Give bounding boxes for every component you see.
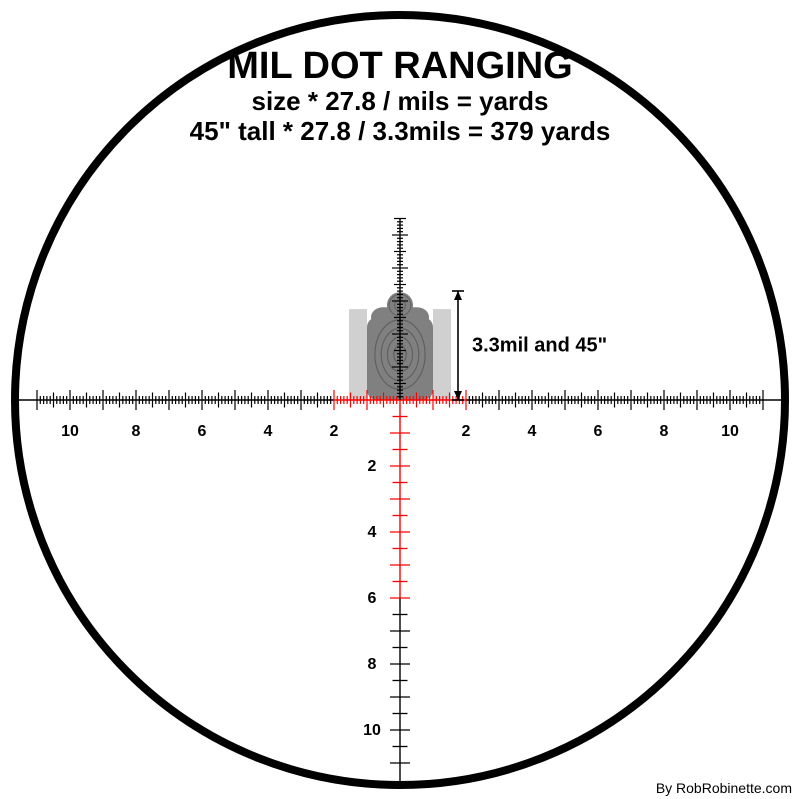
- title-example: 45" tall * 27.8 / 3.3mils = 379 yards: [190, 116, 611, 146]
- vert-label: 4: [368, 524, 377, 541]
- vert-label: 10: [363, 722, 381, 739]
- title-main: MIL DOT RANGING: [227, 45, 573, 87]
- horiz-label: 4: [528, 423, 537, 440]
- horiz-label: 6: [594, 423, 603, 440]
- credit-label: By RobRobinette.com: [656, 780, 792, 796]
- horiz-label: 10: [61, 423, 79, 440]
- vert-label: 6: [368, 590, 377, 607]
- horiz-label: 4: [264, 423, 273, 440]
- vert-label: 2: [368, 458, 377, 475]
- horiz-label: 2: [462, 423, 471, 440]
- annotation-label: 3.3mil and 45": [472, 335, 607, 357]
- title-formula: size * 27.8 / mils = yards: [251, 86, 548, 116]
- horiz-label: 10: [721, 423, 739, 440]
- horiz-label: 2: [330, 423, 339, 440]
- vert-label: 8: [368, 656, 377, 673]
- horiz-label: 8: [660, 423, 669, 440]
- scope-diagram: 10 8 6 4 2 2 4 6 8 10 2 4 6 8 10 3.3mil and 45" MIL DOT …: [0, 0, 800, 799]
- horiz-label: 8: [132, 423, 141, 440]
- horiz-label: 6: [198, 423, 207, 440]
